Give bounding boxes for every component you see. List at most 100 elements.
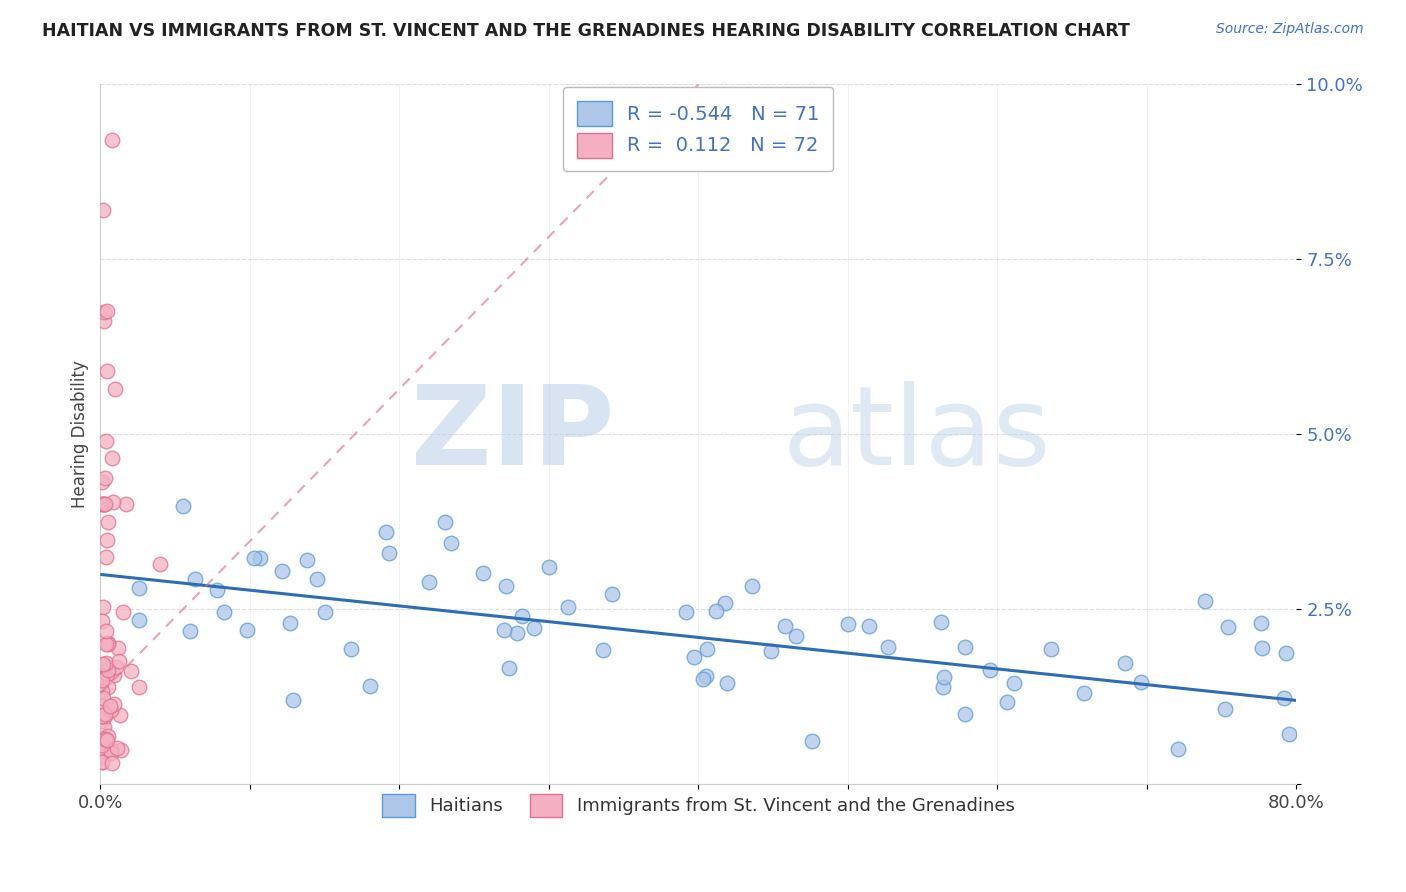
Point bbox=[128, 613, 150, 627]
Point bbox=[212, 605, 235, 619]
Point bbox=[714, 596, 737, 610]
Point bbox=[90, 498, 112, 512]
Point bbox=[1114, 656, 1136, 670]
Point bbox=[692, 672, 714, 686]
Point bbox=[592, 643, 614, 657]
Point bbox=[1167, 742, 1189, 756]
Point bbox=[695, 669, 717, 683]
Point bbox=[90, 714, 112, 729]
Point bbox=[97, 663, 120, 677]
Point bbox=[90, 748, 112, 763]
Point bbox=[1251, 641, 1274, 656]
Point bbox=[94, 732, 117, 747]
Text: Source: ZipAtlas.com: Source: ZipAtlas.com bbox=[1216, 22, 1364, 37]
Point bbox=[101, 756, 124, 771]
Point bbox=[307, 572, 329, 586]
Point bbox=[704, 604, 727, 618]
Point bbox=[1213, 702, 1236, 716]
Point bbox=[955, 640, 977, 655]
Point bbox=[359, 679, 381, 693]
Point bbox=[696, 642, 718, 657]
Point bbox=[675, 605, 697, 619]
Point bbox=[506, 626, 529, 640]
Point bbox=[108, 707, 131, 722]
Point bbox=[103, 697, 125, 711]
Point bbox=[953, 706, 976, 721]
Point bbox=[91, 690, 114, 705]
Point bbox=[105, 740, 128, 755]
Point bbox=[90, 673, 112, 688]
Point bbox=[979, 663, 1001, 677]
Point bbox=[538, 560, 561, 574]
Point bbox=[512, 608, 534, 623]
Point bbox=[716, 676, 738, 690]
Point bbox=[741, 579, 763, 593]
Point bbox=[995, 695, 1018, 709]
Point bbox=[90, 684, 112, 698]
Point bbox=[97, 515, 120, 529]
Point bbox=[523, 621, 546, 635]
Point bbox=[115, 498, 138, 512]
Point bbox=[107, 641, 129, 656]
Point bbox=[242, 550, 264, 565]
Point bbox=[94, 708, 117, 723]
Text: ZIP: ZIP bbox=[412, 381, 614, 488]
Point bbox=[90, 709, 112, 723]
Point bbox=[90, 699, 112, 714]
Point bbox=[97, 681, 120, 695]
Point bbox=[270, 564, 292, 578]
Point bbox=[94, 672, 117, 686]
Point bbox=[97, 729, 120, 743]
Point bbox=[93, 498, 115, 512]
Point bbox=[236, 623, 259, 637]
Point bbox=[1218, 620, 1240, 634]
Point bbox=[281, 693, 304, 707]
Point bbox=[179, 624, 201, 639]
Point bbox=[93, 658, 115, 673]
Point bbox=[101, 451, 124, 466]
Point bbox=[91, 203, 114, 218]
Point bbox=[96, 533, 118, 548]
Point bbox=[205, 583, 228, 598]
Point bbox=[278, 615, 301, 630]
Point bbox=[1194, 594, 1216, 608]
Point bbox=[837, 617, 859, 632]
Point bbox=[128, 581, 150, 595]
Point bbox=[94, 624, 117, 639]
Point bbox=[773, 619, 796, 633]
Point bbox=[112, 605, 135, 619]
Point bbox=[96, 666, 118, 681]
Point bbox=[374, 525, 396, 540]
Point bbox=[931, 680, 953, 694]
Point bbox=[94, 470, 117, 484]
Point bbox=[93, 720, 115, 734]
Point bbox=[877, 640, 900, 654]
Point bbox=[602, 587, 624, 601]
Point bbox=[494, 624, 516, 638]
Point bbox=[93, 498, 115, 512]
Point bbox=[91, 657, 114, 672]
Point bbox=[434, 516, 457, 530]
Point bbox=[104, 383, 127, 397]
Point bbox=[183, 572, 205, 586]
Point bbox=[90, 738, 112, 752]
Point bbox=[858, 619, 880, 633]
Point bbox=[96, 364, 118, 378]
Point bbox=[97, 637, 120, 651]
Point bbox=[1130, 675, 1153, 690]
Point bbox=[97, 636, 120, 650]
Point bbox=[93, 304, 115, 318]
Point bbox=[90, 755, 112, 769]
Point bbox=[785, 630, 807, 644]
Point bbox=[340, 641, 363, 656]
Point bbox=[91, 731, 114, 745]
Point bbox=[314, 605, 336, 619]
Point bbox=[110, 743, 132, 757]
Point bbox=[90, 708, 112, 723]
Point bbox=[90, 475, 112, 489]
Point bbox=[100, 746, 122, 760]
Point bbox=[471, 566, 494, 581]
Point bbox=[800, 734, 823, 748]
Point bbox=[91, 756, 114, 770]
Point bbox=[1250, 615, 1272, 630]
